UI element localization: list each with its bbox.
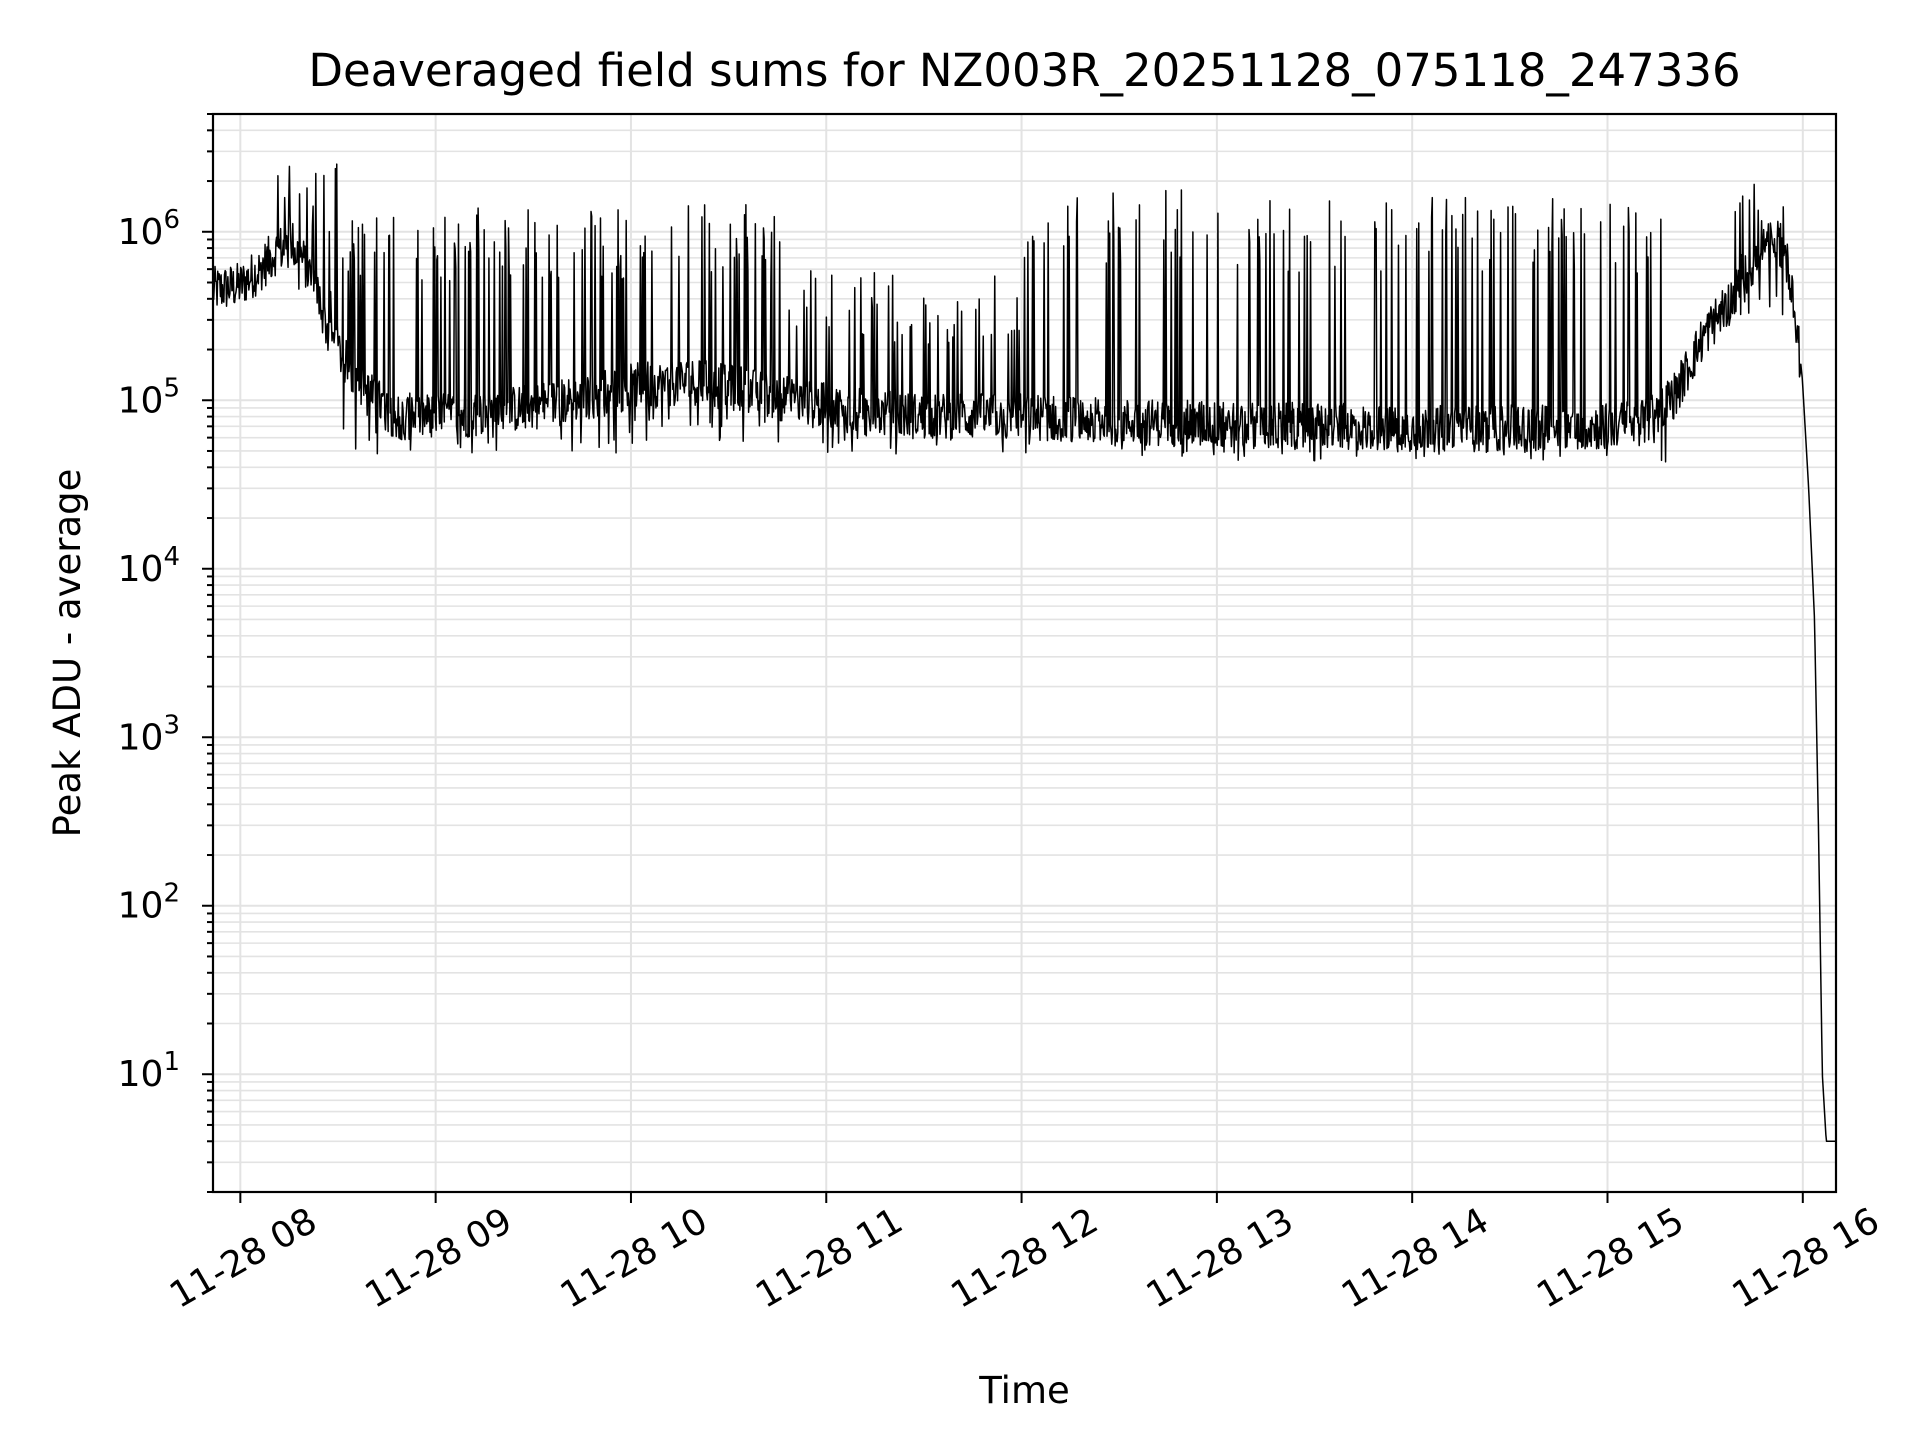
x-tick-label: 11-28 16 <box>1726 1200 1887 1316</box>
y-tick-label: 104 <box>118 542 180 590</box>
y-axis-label: Peak ADU - average <box>46 469 89 838</box>
x-tick-label: 11-28 09 <box>358 1200 519 1316</box>
x-axis-label: Time <box>978 1369 1070 1412</box>
y-tick-label: 101 <box>118 1047 180 1095</box>
x-tick-label: 11-28 10 <box>554 1200 715 1316</box>
x-tick-label: 11-28 14 <box>1335 1200 1496 1316</box>
x-tick-label: 11-28 12 <box>944 1200 1105 1316</box>
x-tick-label: 11-28 15 <box>1530 1200 1691 1316</box>
x-tick-label: 11-28 11 <box>749 1200 910 1316</box>
x-axis: 11-28 08 11-28 09 11-28 10 11-28 11 11-28 12… <box>163 1192 1886 1317</box>
y-axis: 101 102 103 104 105 106 <box>118 113 213 1193</box>
plot-frame <box>211 112 1838 1194</box>
y-tick-label: 105 <box>118 373 180 421</box>
y-tick-label: 103 <box>118 710 180 758</box>
series-line <box>212 163 1837 1143</box>
y-tick-label: 106 <box>118 205 180 253</box>
chart-title: Deaveraged field sums for NZ003R_2025112… <box>308 44 1740 97</box>
y-tick-label: 102 <box>118 879 180 927</box>
x-tick-label: 11-28 08 <box>163 1200 324 1316</box>
x-tick-label: 11-28 13 <box>1140 1200 1301 1316</box>
